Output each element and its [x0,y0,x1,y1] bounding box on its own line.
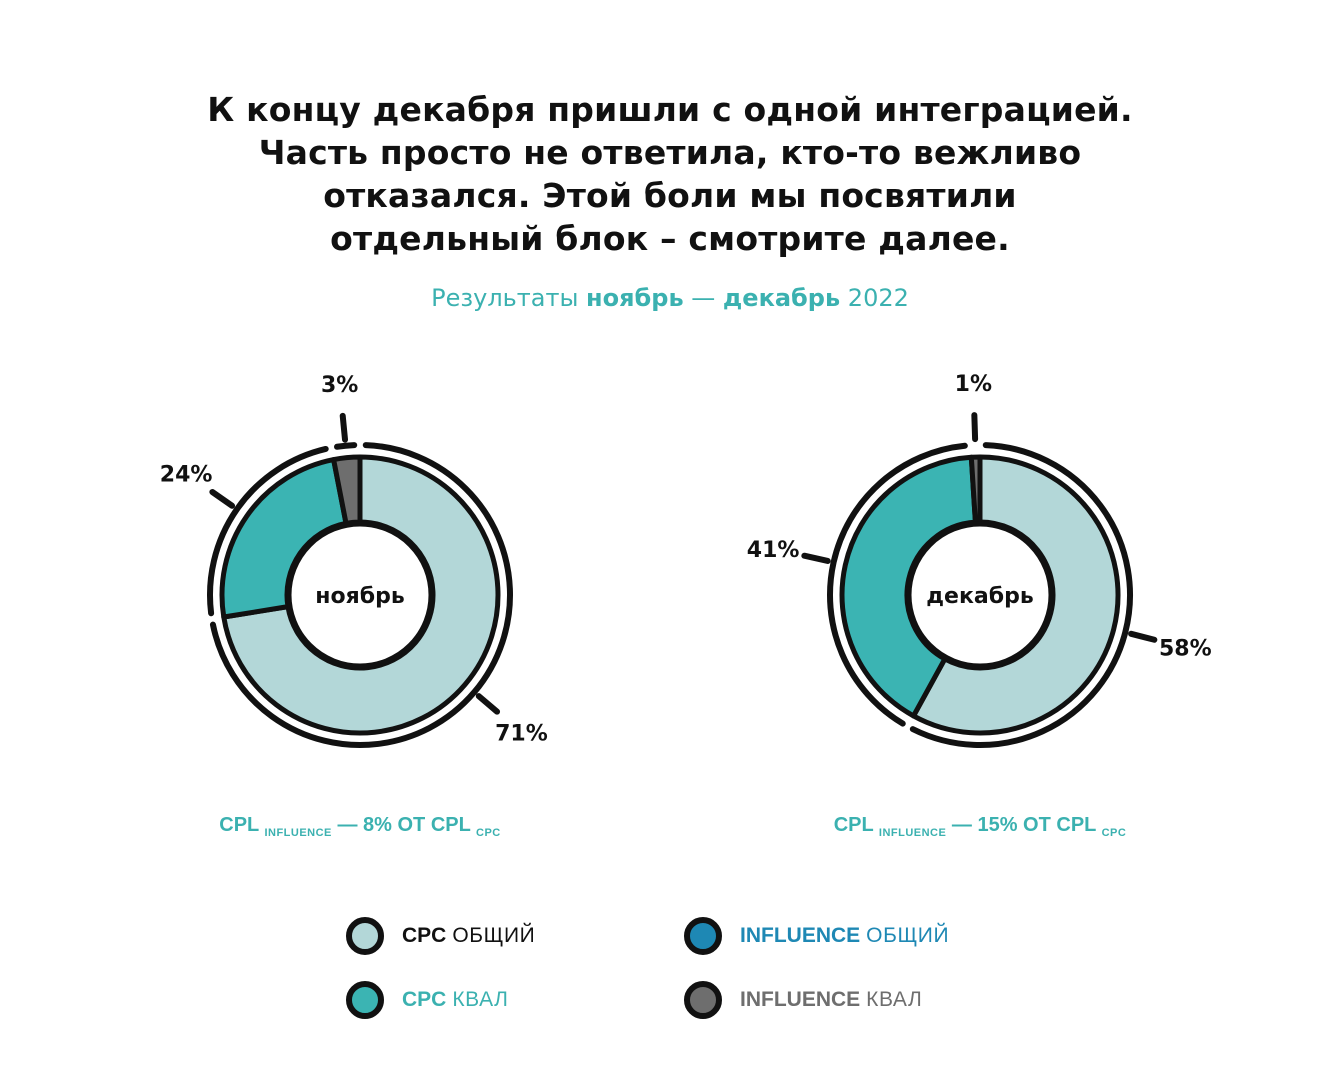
legend-item-influence-qual: INFLUENCE КВАЛ [684,981,922,1019]
legend-item-cpc-total: CPC ОБЩИЙ [346,917,535,955]
donut-slice-label: 1% [955,372,992,397]
legend-bold: CPC [402,988,447,1011]
donut-label-tick [971,412,979,443]
legend-bold: CPC [402,924,447,947]
donut-slice-label: 3% [321,373,358,398]
donut-label-tick [801,552,831,564]
cpl-label: CPL [219,814,259,836]
donut-slice-label: 71% [495,721,548,746]
donut-slice-label: 41% [747,538,800,563]
donut-center [906,521,1054,669]
headline-line-2: Часть просто не ответила, кто-то вежливо [258,133,1082,172]
headline-line-1: К концу декабря пришли с одной интеграци… [207,90,1133,129]
donut-slice-label: 58% [1159,637,1212,662]
legend-rest: КВАЛ [452,988,509,1011]
legend-bold: INFLUENCE [740,924,861,947]
cpl-subscript-cpc: CPC [1101,827,1127,839]
legend-rest: ОБЩИЙ [452,924,536,947]
subtitle-range-end: декабрь [722,284,841,312]
legend-rest: КВАЛ [866,988,923,1011]
cpl-ratio-text: — 8% ОТ [331,814,431,836]
subtitle: Результаты ноябрь — декабрь 2022 [270,284,1070,312]
donut-center-label: ноябрь [315,584,404,609]
cpl-label: CPL [833,814,874,836]
legend-swatch-influence-total [684,917,722,955]
headline-line-4: отдельный блок – смотрите далее. [330,219,1010,258]
donut-label-tick [475,693,501,715]
donut-label-tick [209,489,236,509]
donut-center-label: декабрь [926,584,1034,609]
legend-item-influence-total: INFLUENCE ОБЩИЙ [684,917,949,955]
cpl-label-2: CPL [430,814,471,836]
headline-line-3: отказался. Этой боли мы посвятили [323,176,1017,215]
legend-bold: INFLUENCE [740,988,861,1011]
cpl-subscript-cpc: CPC [476,827,501,839]
subtitle-year: 2022 [840,284,909,312]
cpl-subscript-influence: INFLUENCE [264,827,332,839]
legend-swatch-cpc-total [346,917,384,955]
subtitle-range-start: ноябрь [586,284,684,312]
headline: К концу декабря пришли с одной интеграци… [170,88,1170,260]
cpl-subscript-influence: INFLUENCE [878,827,947,839]
cpl-label-2: CPL [1056,814,1097,836]
donut-slice [968,454,983,525]
legend-swatch-influence-qual [684,981,722,1019]
legend-rest: ОБЩИЙ [866,924,950,947]
donut-center [286,521,434,669]
donut-chart-0: ноябрь 71% 24% 3% [160,373,548,748]
donut-outer-arc [207,445,329,617]
subtitle-dash: — [683,284,723,312]
donut-chart-1: декабрь 58% 41% 1% [747,372,1212,748]
cpl-note-december: CPL INFLUENCE — 15% ОТ CPL CPC [760,814,1200,839]
legend-swatch-cpc-qual [346,981,384,1019]
donut-outer-arc [209,442,513,748]
donut-label-tick [1128,630,1158,643]
donut-label-tick [339,412,349,443]
cpl-ratio-text: — 15% ОТ [946,814,1057,836]
legend-item-cpc-qual: CPC КВАЛ [346,981,509,1019]
donut-outer-arc [827,442,968,727]
donut-outer-arc [333,442,358,450]
donut-outer-arc [909,442,1133,748]
cpl-note-november: CPL INFLUENCE — 8% ОТ CPL CPC [140,814,580,839]
subtitle-prefix: Результаты [431,284,587,312]
donut-slice-label: 24% [160,463,213,488]
